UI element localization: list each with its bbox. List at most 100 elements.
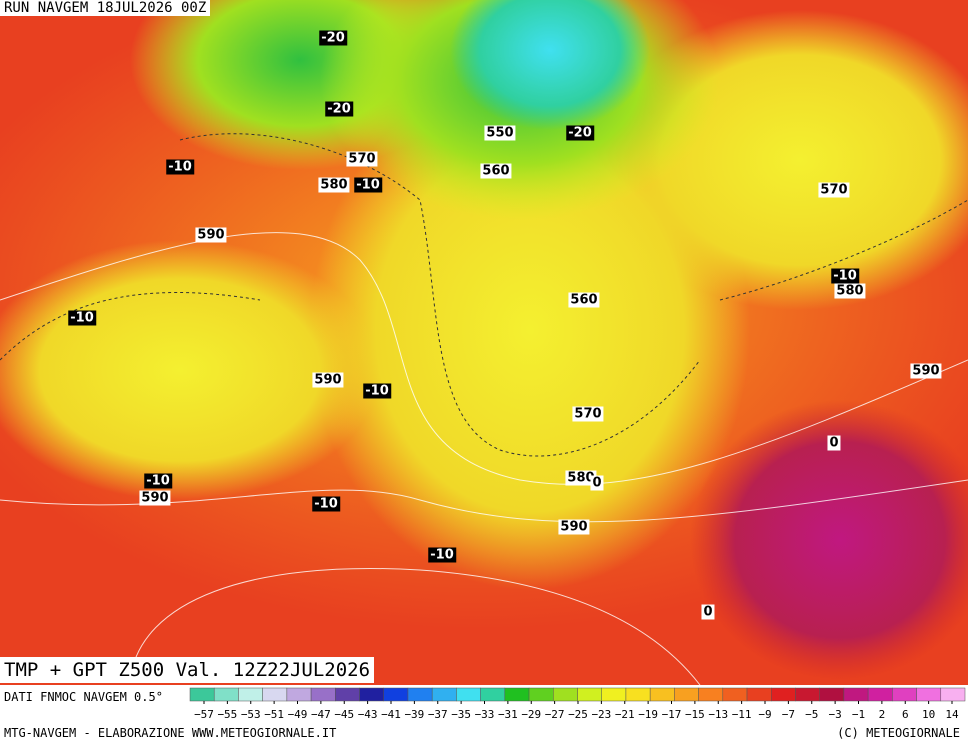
temperature-label: -10 xyxy=(144,473,172,489)
tick-label: −35 xyxy=(451,708,471,721)
tick-label: −53 xyxy=(241,708,261,721)
temperature-label: -10 xyxy=(312,496,340,512)
map xyxy=(0,0,968,685)
color-swatch xyxy=(649,687,675,702)
tick-label: 6 xyxy=(902,708,909,721)
tick-label: −27 xyxy=(545,708,565,721)
color-swatch xyxy=(335,687,360,702)
color-swatch xyxy=(746,687,772,702)
color-swatch xyxy=(480,687,506,702)
tick-label: 14 xyxy=(945,708,959,721)
height-label: 0 xyxy=(590,475,604,491)
tick-label: −47 xyxy=(311,708,331,721)
tick-label: −17 xyxy=(662,708,682,721)
color-swatch xyxy=(892,687,917,702)
tick-label: −41 xyxy=(381,708,401,721)
color-swatch xyxy=(577,687,602,702)
temperature-label: -10 xyxy=(363,383,391,399)
temperature-label: -20 xyxy=(566,125,594,141)
color-swatch xyxy=(262,687,288,702)
tick-label: −9 xyxy=(758,708,771,721)
color-swatch xyxy=(238,687,263,702)
tick-label: −21 xyxy=(615,708,635,721)
height-label: 570 xyxy=(572,406,604,422)
color-swatch xyxy=(771,687,796,702)
height-label: 560 xyxy=(568,292,600,308)
height-label: 560 xyxy=(480,163,512,179)
height-label: 590 xyxy=(312,372,344,388)
color-swatch xyxy=(674,687,699,702)
height-label: 550 xyxy=(484,125,516,141)
color-swatch xyxy=(819,687,845,702)
temperature-label: -10 xyxy=(166,159,194,175)
color-swatch xyxy=(431,687,457,702)
tick-label: −31 xyxy=(498,708,518,721)
color-swatch xyxy=(213,687,239,702)
color-swatch xyxy=(189,687,215,702)
height-label: 0 xyxy=(827,435,841,451)
tick-label: −25 xyxy=(568,708,588,721)
color-swatch xyxy=(359,687,384,702)
run-label: RUN NAVGEM 18JUL2026 00Z xyxy=(0,0,211,16)
tick-label: −55 xyxy=(217,708,237,721)
tick-label: −19 xyxy=(638,708,658,721)
credit-left: MTG-NAVGEM - ELABORAZIONE WWW.METEOGIORN… xyxy=(4,726,337,740)
temperature-label: -20 xyxy=(325,101,353,117)
color-swatch xyxy=(407,687,433,702)
color-swatch xyxy=(940,687,966,702)
tick-label: −57 xyxy=(194,708,214,721)
height-label: 590 xyxy=(195,227,227,243)
temperature-label: -10 xyxy=(68,310,96,326)
color-swatch xyxy=(867,687,893,702)
tick-label: −1 xyxy=(852,708,865,721)
color-swatch xyxy=(504,687,530,702)
color-swatch xyxy=(601,687,627,702)
tick-label: −23 xyxy=(591,708,611,721)
height-label: 580 xyxy=(834,283,866,299)
tick-label: 10 xyxy=(922,708,935,721)
height-label: 570 xyxy=(818,182,850,198)
tick-label: −13 xyxy=(708,708,728,721)
color-swatch xyxy=(795,687,820,702)
height-label: 0 xyxy=(701,604,715,620)
height-label: 590 xyxy=(910,363,942,379)
height-label: 590 xyxy=(558,519,590,535)
tick-label: −11 xyxy=(732,708,752,721)
height-label: 570 xyxy=(346,151,378,167)
tick-label: −7 xyxy=(782,708,795,721)
tick-label: 2 xyxy=(879,708,886,721)
temperature-label: -20 xyxy=(319,30,347,46)
color-swatch xyxy=(528,687,554,702)
height-label: 580 xyxy=(318,177,350,193)
temperature-label: -10 xyxy=(354,177,382,193)
tick-label: −29 xyxy=(521,708,541,721)
temperature-label: -10 xyxy=(428,547,456,563)
tick-label: −49 xyxy=(288,708,308,721)
tick-label: −45 xyxy=(334,708,354,721)
color-swatch xyxy=(722,687,748,702)
source: DATI FNMOC NAVGEM 0.5° xyxy=(4,690,163,704)
tick-label: −39 xyxy=(404,708,424,721)
map-title: TMP + GPT Z500 Val. 12Z22JUL2026 xyxy=(0,657,375,683)
tick-label: −3 xyxy=(829,708,842,721)
color-swatch xyxy=(456,687,481,702)
tick-label: −5 xyxy=(805,708,818,721)
color-swatch xyxy=(286,687,312,702)
tick-label: −37 xyxy=(428,708,448,721)
height-label: 590 xyxy=(139,490,171,506)
color-swatch xyxy=(698,687,724,702)
color-swatch xyxy=(383,687,409,702)
color-swatch xyxy=(916,687,942,702)
credit-right: (C) METEOGIORNALE xyxy=(837,726,960,740)
color-swatch xyxy=(625,687,651,702)
temperature-label: -10 xyxy=(831,268,859,284)
height-label: 580 xyxy=(565,470,597,486)
color-swatch xyxy=(553,687,578,702)
colorbar: −57 −55 −53 −51 −49 −47 −45 −43 −41 −39 −37 −35 −33−… xyxy=(189,687,966,721)
color-swatch xyxy=(843,687,869,702)
tick-label: −33 xyxy=(475,708,495,721)
tick-label: −15 xyxy=(685,708,705,721)
tick-label: −43 xyxy=(358,708,378,721)
color-swatch xyxy=(310,687,336,702)
